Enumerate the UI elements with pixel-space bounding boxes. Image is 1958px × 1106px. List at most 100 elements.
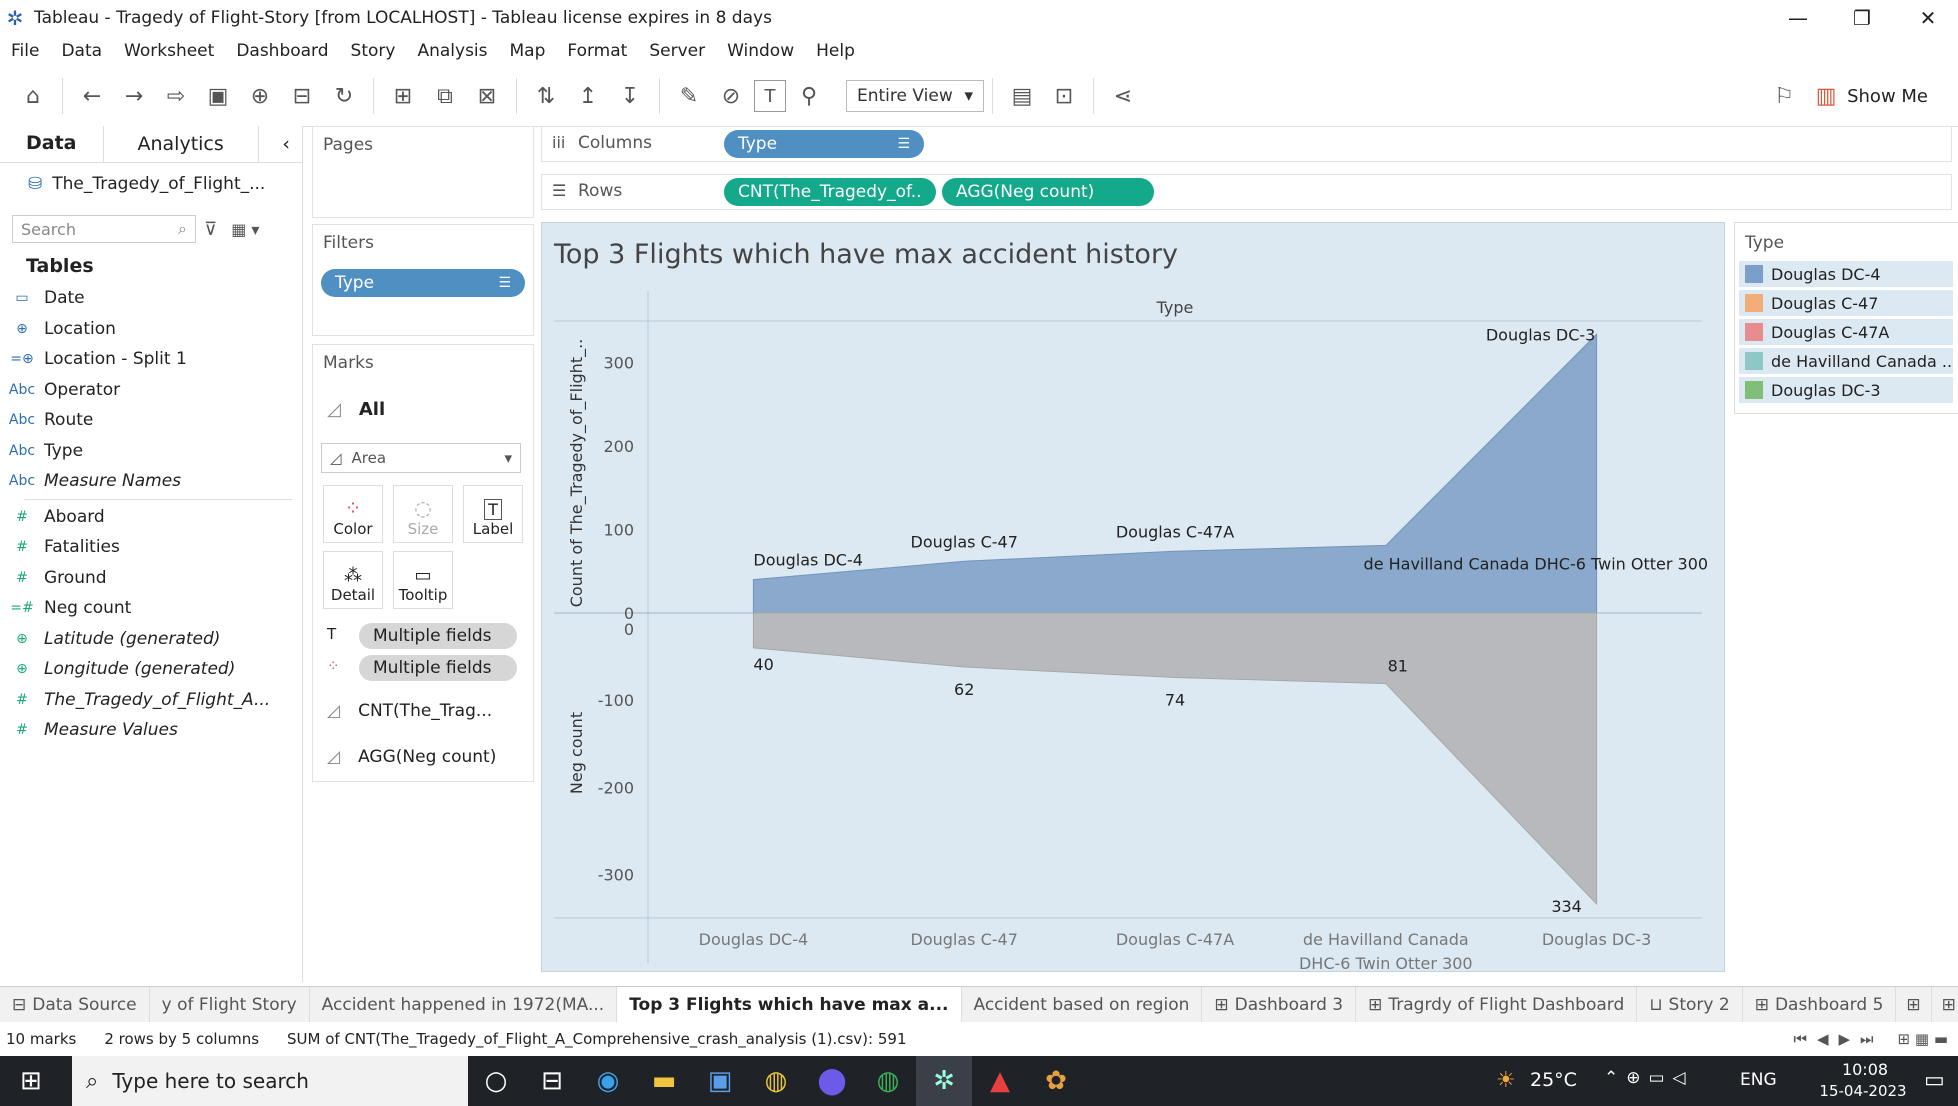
pause-updates-icon[interactable]: ⊟ (292, 83, 312, 109)
clear-sheet-icon[interactable]: ⊠ (477, 83, 497, 109)
collapse-pane-icon[interactable]: ‹ (282, 133, 290, 155)
clock-time[interactable]: 10:08 (1841, 1060, 1889, 1079)
rows-shelf[interactable]: ☰ Rows CNT(The_Tragedy_of.. AGG(Neg coun… (541, 174, 1952, 210)
legend-item[interactable]: Douglas DC-4 (1739, 261, 1953, 287)
language-indicator[interactable]: ENG (1740, 1070, 1777, 1090)
task-view-icon[interactable]: ○ (484, 1066, 508, 1096)
sheet-tab[interactable]: Accident happened in 1972(MA... (310, 987, 618, 1023)
field-aboard[interactable]: # Aboard (0, 502, 302, 533)
menu-item-dashboard[interactable]: Dashboard (236, 41, 329, 61)
redo-icon[interactable]: → (124, 83, 144, 109)
new-dashboard-icon[interactable]: ⊞ (1932, 987, 1958, 1023)
replay-icon[interactable]: ⇨ (166, 83, 186, 109)
rows-pill-neg[interactable]: AGG(Neg count) (942, 178, 1154, 206)
sheet-nav-icons[interactable]: ⏮◀▶⏭ (1793, 1030, 1884, 1048)
menu-item-server[interactable]: Server (649, 41, 706, 61)
sheet-view-icons[interactable]: ⊞ ▦ ▬ (1897, 1030, 1948, 1048)
detail-button[interactable]: ⁂ Detail (323, 551, 383, 609)
highlight-icon[interactable]: ✎ (679, 83, 699, 109)
view-options-icon[interactable]: ▦ ▾ (231, 219, 260, 239)
menu-item-story[interactable]: Story (350, 41, 396, 61)
tab-data[interactable]: Data (0, 126, 103, 162)
field-location[interactable]: ⊕ Location (0, 314, 302, 345)
legend-item[interactable]: Douglas C-47 (1739, 290, 1953, 316)
notifications-icon[interactable]: ▭ (1924, 1068, 1945, 1093)
restore-button[interactable]: ❐ (1853, 6, 1871, 30)
tableau-taskbar-icon[interactable]: ✲ (916, 1056, 972, 1106)
tab-analytics[interactable]: Analytics (102, 126, 259, 162)
new-datasource-icon[interactable]: ⊕ (250, 83, 270, 109)
share-icon[interactable]: ⋖ (1113, 83, 1133, 109)
field-operator[interactable]: Abc Operator (0, 375, 302, 406)
mark-type-dropdown[interactable]: ◿ Area ▾ (321, 443, 521, 473)
app-icon[interactable]: ⬤ (817, 1066, 847, 1096)
color-button[interactable]: ⁘ Color (323, 485, 383, 543)
widgets-icon[interactable]: ⊟ (541, 1066, 563, 1096)
menu-item-analysis[interactable]: Analysis (417, 41, 488, 61)
refresh-icon[interactable]: ↻ (334, 83, 354, 109)
field-type[interactable]: Abc Type (0, 436, 302, 467)
menu-item-data[interactable]: Data (61, 41, 103, 61)
legend-item[interactable]: de Havilland Canada .. (1739, 348, 1953, 374)
sort-descending-icon[interactable]: ↧ (620, 83, 640, 109)
windows-start-icon[interactable]: ⊞ (20, 1066, 42, 1096)
sheet-tab[interactable]: ⊞ Dashboard 5 (1743, 987, 1897, 1023)
close-button[interactable]: ✕ (1919, 6, 1937, 30)
fix-axes-icon[interactable]: ⚲ (800, 83, 818, 109)
undo-icon[interactable]: ← (82, 83, 102, 109)
search-input[interactable]: Search ⌕ (12, 215, 196, 243)
legend-item[interactable]: Douglas C-47A (1739, 319, 1953, 345)
new-worksheet-icon[interactable]: ⊞ (1896, 987, 1932, 1023)
field-neg-count[interactable]: =# Neg count (0, 593, 302, 624)
pdf-icon[interactable]: ▲ (990, 1066, 1010, 1096)
format-painter-icon[interactable]: ⚐ (1774, 83, 1794, 109)
paint-icon[interactable]: ✿ (1045, 1066, 1067, 1096)
presentation-mode-icon[interactable]: ⊡ (1054, 83, 1074, 109)
menu-item-help[interactable]: Help (816, 41, 855, 61)
filter-pill-type[interactable]: Type ☰ (321, 269, 525, 297)
save-icon[interactable]: ▣ (207, 83, 229, 109)
mark-field-pill[interactable]: Multiple fields (359, 655, 517, 681)
field-fatalities[interactable]: # Fatalities (0, 532, 302, 563)
field-location-split-1[interactable]: =⊕ Location - Split 1 (0, 344, 302, 375)
duplicate-sheet-icon[interactable]: ⧉ (437, 83, 453, 109)
field-measure-names[interactable]: Abc Measure Names (0, 466, 302, 497)
minimize-button[interactable]: — (1788, 6, 1808, 30)
field-longitude-generated[interactable]: ⊕ Longitude (generated) (0, 654, 302, 685)
columns-pill-type[interactable]: Type ☰ (724, 130, 924, 158)
chrome-icon[interactable]: ◍ (764, 1066, 788, 1096)
field-ground[interactable]: # Ground (0, 563, 302, 594)
sheet-tab[interactable]: ⊞ Dashboard 3 (1202, 987, 1357, 1023)
taskbar-search[interactable]: ⌕ Type here to search (72, 1056, 468, 1106)
field-measure-values[interactable]: # Measure Values (0, 715, 302, 746)
file-explorer-icon[interactable]: ▬ (651, 1066, 677, 1096)
datasource-row[interactable]: ⛁ The_Tragedy_of_Flight_... (0, 163, 302, 205)
filter-icon[interactable]: ⊽ (204, 218, 218, 240)
home-icon[interactable]: ⌂ (26, 83, 40, 109)
menu-item-window[interactable]: Window (727, 41, 795, 61)
sheet-tab[interactable]: ⊔ Story 2 (1637, 987, 1743, 1023)
fit-dropdown[interactable]: Entire View ▾ (846, 80, 984, 112)
clock-date[interactable]: 15-04-2023 (1819, 1082, 1907, 1100)
field-route[interactable]: Abc Route (0, 405, 302, 436)
sheet-tab[interactable]: y of Flight Story (150, 987, 310, 1023)
menu-item-file[interactable]: File (11, 41, 40, 61)
label-button[interactable]: T Label (463, 485, 523, 543)
field-latitude-generated[interactable]: ⊕ Latitude (generated) (0, 624, 302, 655)
show-hide-cards-icon[interactable]: ▤ (1011, 83, 1033, 109)
size-button[interactable]: ◌ Size (393, 485, 453, 543)
marks-all-row[interactable]: ◿ All (327, 399, 385, 420)
menu-item-worksheet[interactable]: Worksheet (124, 41, 215, 61)
weather-temp[interactable]: 25°C (1530, 1069, 1577, 1091)
tooltip-button[interactable]: ▭ Tooltip (393, 551, 453, 609)
sheet-tab[interactable]: Top 3 Flights which have max a... (617, 987, 962, 1023)
sheet-tab[interactable]: ⊞ Tragrdy of Flight Dashboard (1356, 987, 1638, 1023)
group-icon[interactable]: ⊘ (721, 83, 741, 109)
show-me-button[interactable]: Show Me (1847, 85, 1928, 107)
menu-item-map[interactable]: Map (509, 41, 546, 61)
store-icon[interactable]: ▣ (707, 1066, 733, 1096)
show-me-icon[interactable]: ▥ (1815, 83, 1837, 109)
menu-item-format[interactable]: Format (567, 41, 628, 61)
marks-section-neg[interactable]: ◿ AGG(Neg count) (327, 747, 496, 767)
tray-icons[interactable]: ⌃⊕▭◁ (1604, 1068, 1694, 1088)
